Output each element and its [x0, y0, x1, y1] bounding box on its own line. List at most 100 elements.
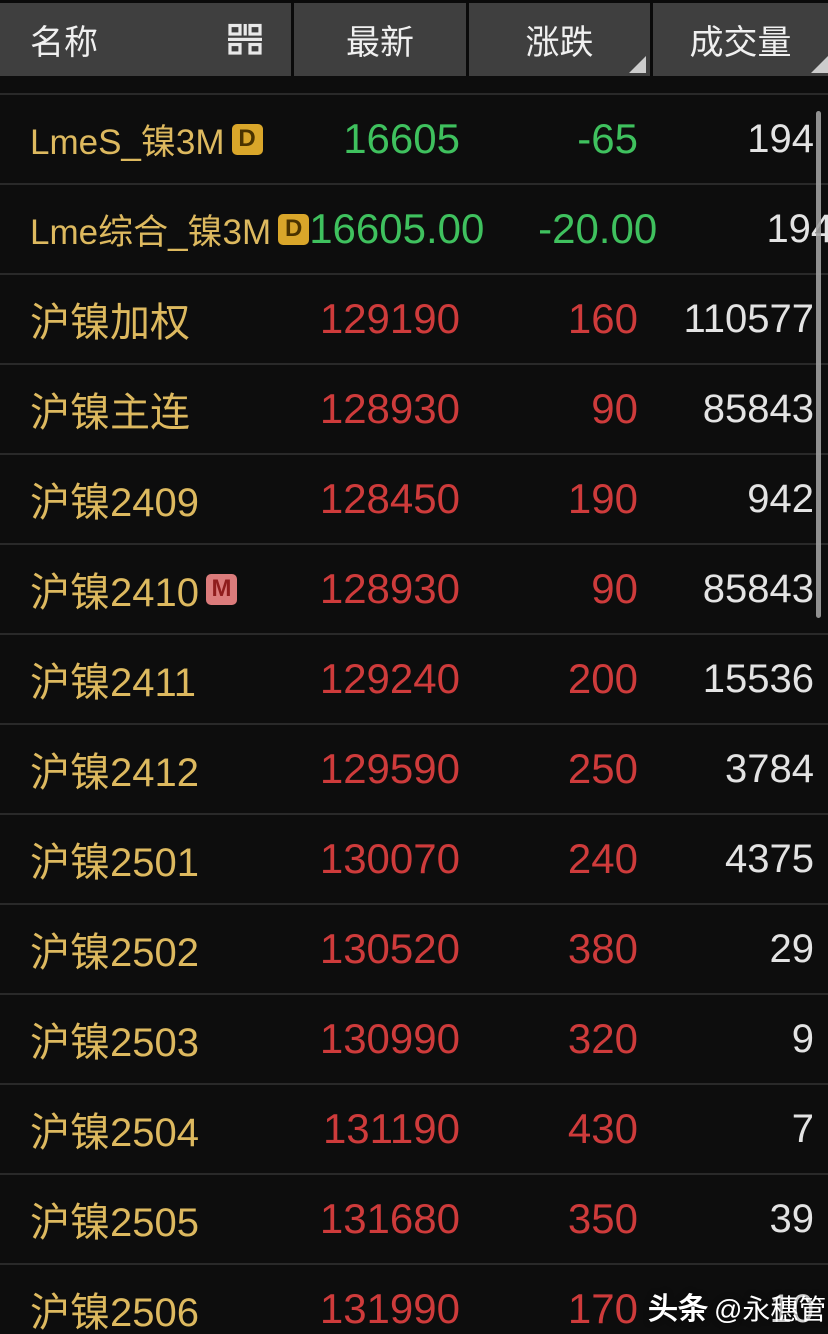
instrument-name: 沪镍2410	[30, 571, 199, 615]
instrument-name: 沪镍2411	[30, 661, 197, 705]
column-layout-icon[interactable]	[227, 23, 263, 56]
last-price: 131680	[319, 1195, 460, 1242]
price-change: 430	[567, 1105, 638, 1152]
instrument-name: LmeS_镍3M	[30, 122, 225, 162]
instrument-name-cell: LmeS_镍3M D	[0, 114, 290, 165]
header-col-volume-label: 成交量	[689, 24, 792, 62]
price-change: 240	[567, 835, 638, 882]
quote-row[interactable]: LmeS_镍3M D 16605 -65 194	[0, 93, 828, 183]
price-change: 200	[567, 655, 638, 702]
volume: 39	[769, 1196, 815, 1241]
last-price: 129190	[319, 295, 460, 342]
quote-row[interactable]: 沪镍2501 130070 240 4375	[0, 813, 828, 903]
instrument-name: 沪镍2506	[30, 1291, 199, 1334]
watermark-brand: 头条	[648, 1293, 708, 1326]
last-price: 129240	[319, 655, 460, 702]
instrument-badge: D	[278, 213, 310, 245]
quote-row[interactable]: 沪镍2505 131680 350 39	[0, 1173, 828, 1263]
instrument-name-cell: 沪镍2411	[0, 650, 290, 708]
last-price: 16605	[343, 115, 460, 162]
instrument-name-cell: 沪镍加权	[0, 290, 290, 348]
volume: 7	[791, 1106, 814, 1151]
watermark-handle: @永穗管业	[714, 1294, 828, 1325]
price-change: 250	[567, 745, 638, 792]
watermark: 头条 @永穗管业	[648, 1284, 828, 1328]
price-change: 380	[567, 925, 638, 972]
volume: 194	[766, 206, 828, 251]
instrument-name-cell: 沪镍主连	[0, 380, 290, 438]
instrument-name-cell: 沪镍2505	[0, 1190, 290, 1248]
last-price: 130520	[319, 925, 460, 972]
price-change: 90	[591, 565, 638, 612]
volume: 10	[769, 1286, 815, 1331]
quote-table-header: 名称 最新 涨跌 成交量	[0, 0, 828, 76]
scrollbar[interactable]	[816, 111, 821, 618]
header-col-change[interactable]: 涨跌	[469, 3, 650, 76]
header-col-volume[interactable]: 成交量	[653, 3, 828, 76]
price-change: 350	[567, 1195, 638, 1242]
header-col-latest-label: 最新	[346, 24, 414, 62]
quote-row[interactable]: 沪镍2506 131990 170 10	[0, 1263, 828, 1334]
instrument-name: 沪镍加权	[30, 301, 190, 345]
last-price: 128930	[319, 565, 460, 612]
last-price: 16605.00	[309, 205, 485, 252]
quote-row[interactable]: 沪镍加权 129190 160 110577	[0, 273, 828, 363]
price-change: 90	[591, 385, 638, 432]
price-change: 320	[567, 1015, 638, 1062]
instrument-name-cell: 沪镍2502	[0, 920, 290, 978]
last-price: 131990	[319, 1285, 460, 1332]
last-price: 128930	[319, 385, 460, 432]
instrument-badge: M	[205, 573, 237, 605]
instrument-name-cell: Lme综合_镍3M D	[0, 204, 310, 255]
sort-indicator-icon	[629, 56, 646, 73]
volume: 85843	[702, 386, 814, 431]
instrument-name-cell: 沪镍2409	[0, 470, 290, 528]
volume: 9	[791, 1016, 814, 1061]
volume: 110577	[683, 296, 814, 341]
instrument-name: Lme综合_镍3M	[30, 212, 272, 252]
instrument-name-cell: 沪镍2501	[0, 830, 290, 888]
last-price: 131190	[322, 1105, 460, 1152]
instrument-name-cell: 沪镍2504	[0, 1100, 290, 1158]
instrument-name: 沪镍2412	[30, 751, 199, 795]
price-change: 190	[567, 475, 638, 522]
quote-row[interactable]: 沪镍2410 M 128930 90 85843	[0, 543, 828, 633]
instrument-name-cell: 沪镍2412	[0, 740, 290, 798]
price-change: -65	[577, 115, 638, 162]
instrument-badge: D	[231, 123, 263, 155]
price-change: 160	[567, 295, 638, 342]
header-col-name[interactable]: 名称	[0, 3, 291, 76]
header-col-change-label: 涨跌	[525, 24, 594, 62]
volume: 85843	[702, 566, 814, 611]
quote-row[interactable]: 沪镍2502 130520 380 29	[0, 903, 828, 993]
instrument-name: 沪镍2501	[30, 841, 199, 885]
quote-row[interactable]: 沪镍2412 129590 250 3784	[0, 723, 828, 813]
header-col-name-label: 名称	[30, 24, 98, 62]
volume: 194	[747, 116, 814, 161]
quote-row[interactable]: 沪镍主连 128930 90 85843	[0, 363, 828, 453]
header-col-latest[interactable]: 最新	[294, 3, 466, 76]
price-change: 170	[567, 1285, 638, 1332]
volume: 3784	[725, 746, 814, 791]
quote-list: LmeS_镍3M D 16605 -65 194 Lme综合_镍3M D 166…	[0, 93, 828, 1334]
instrument-name: 沪镍2505	[30, 1201, 199, 1245]
quote-row[interactable]: 沪镍2503 130990 320 9	[0, 993, 828, 1083]
volume: 29	[769, 926, 815, 971]
volume: 4375	[725, 836, 814, 881]
instrument-name: 沪镍2503	[30, 1021, 199, 1065]
last-price: 130070	[319, 835, 460, 882]
last-price: 129590	[319, 745, 460, 792]
instrument-name: 沪镍2409	[30, 481, 199, 525]
quote-row[interactable]: Lme综合_镍3M D 16605.00 -20.00 194	[0, 183, 828, 273]
instrument-name: 沪镍主连	[30, 391, 190, 435]
volume: 942	[747, 476, 814, 521]
quote-row[interactable]: 沪镍2411 129240 200 15536	[0, 633, 828, 723]
instrument-name-cell: 沪镍2506	[0, 1280, 290, 1334]
instrument-name: 沪镍2502	[30, 931, 199, 975]
last-price: 128450	[319, 475, 460, 522]
last-price: 130990	[319, 1015, 460, 1062]
quote-row[interactable]: 沪镍2504 131190 430 7	[0, 1083, 828, 1173]
quote-row[interactable]: 沪镍2409 128450 190 942	[0, 453, 828, 543]
sort-indicator-icon	[811, 56, 828, 73]
instrument-name-cell: 沪镍2410 M	[0, 560, 290, 618]
